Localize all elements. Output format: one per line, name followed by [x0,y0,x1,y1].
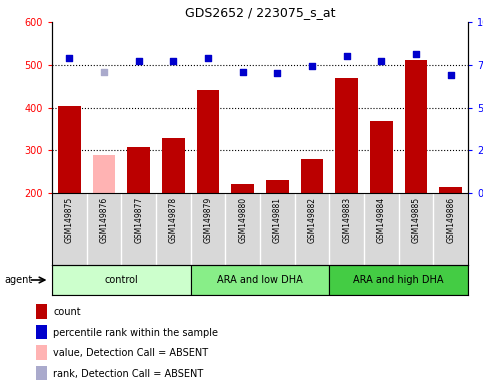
Text: GSM149879: GSM149879 [203,197,213,243]
Text: GSM149877: GSM149877 [134,197,143,243]
Point [66,55,73,61]
Text: count: count [53,307,81,317]
Bar [36,324,47,339]
Bar [36,304,47,319]
Bar [58,106,81,193]
Text: GSM149876: GSM149876 [99,197,109,243]
Point [100,68,108,74]
Text: percentile rank within the sample: percentile rank within the sample [53,328,218,338]
Point [412,51,420,58]
Bar [301,159,323,193]
Text: GSM149886: GSM149886 [446,197,455,243]
Bar [329,265,468,295]
Point [378,58,385,65]
Text: GSM149878: GSM149878 [169,197,178,243]
Text: GSM149883: GSM149883 [342,197,351,243]
Text: GSM149884: GSM149884 [377,197,386,243]
Bar [52,265,191,295]
Bar [405,60,427,193]
Point [135,58,142,65]
Text: agent: agent [5,275,33,285]
Bar [36,345,47,360]
Bar [93,156,115,193]
Bar [440,187,462,193]
Point [273,70,281,76]
Bar [266,180,289,193]
Point [239,68,246,74]
Point [343,53,351,59]
Text: ARA and high DHA: ARA and high DHA [354,275,444,285]
Text: ARA and low DHA: ARA and low DHA [217,275,303,285]
Text: value, Detection Call = ABSENT: value, Detection Call = ABSENT [53,348,209,358]
Bar [197,89,219,193]
Point [447,72,455,78]
Text: GSM149880: GSM149880 [238,197,247,243]
Point [204,55,212,61]
Bar [335,78,358,193]
Point [170,58,177,65]
Bar [128,147,150,193]
Bar [231,184,254,193]
Text: rank, Detection Call = ABSENT: rank, Detection Call = ABSENT [53,369,204,379]
Text: control: control [104,275,138,285]
Bar [191,265,329,295]
Title: GDS2652 / 223075_s_at: GDS2652 / 223075_s_at [185,7,335,20]
Bar [370,121,393,193]
Bar [162,138,185,193]
Bar [36,366,47,380]
Point [308,63,316,70]
Text: GSM149882: GSM149882 [308,197,316,243]
Text: GSM149875: GSM149875 [65,197,74,243]
Text: GSM149881: GSM149881 [273,197,282,243]
Text: GSM149885: GSM149885 [412,197,421,243]
